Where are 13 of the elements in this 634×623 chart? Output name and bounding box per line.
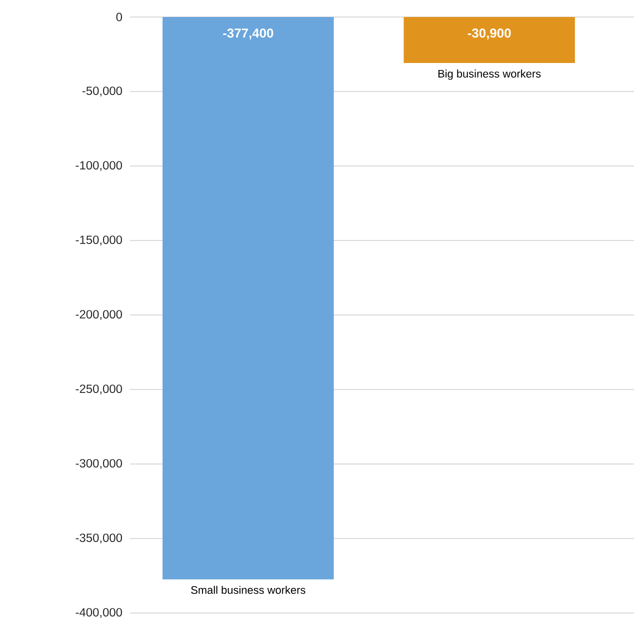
data-label: -377,400 [223, 28, 274, 40]
y-tick-label: -150,000 [76, 236, 122, 246]
x-tick-label: Big business workers [438, 70, 541, 80]
y-tick-label: -400,000 [76, 608, 122, 618]
y-tick-label: -300,000 [76, 459, 122, 469]
y-tick-label: -250,000 [76, 384, 122, 394]
data-label: -30,900 [468, 28, 511, 40]
y-tick-label: -350,000 [76, 534, 122, 544]
y-tick-label: -50,000 [82, 86, 122, 96]
y-tick-label: -200,000 [76, 310, 122, 320]
x-tick-label: Small business workers [191, 586, 306, 594]
y-tick-label: 0 [116, 12, 122, 22]
y-tick-label: -100,000 [76, 161, 122, 171]
